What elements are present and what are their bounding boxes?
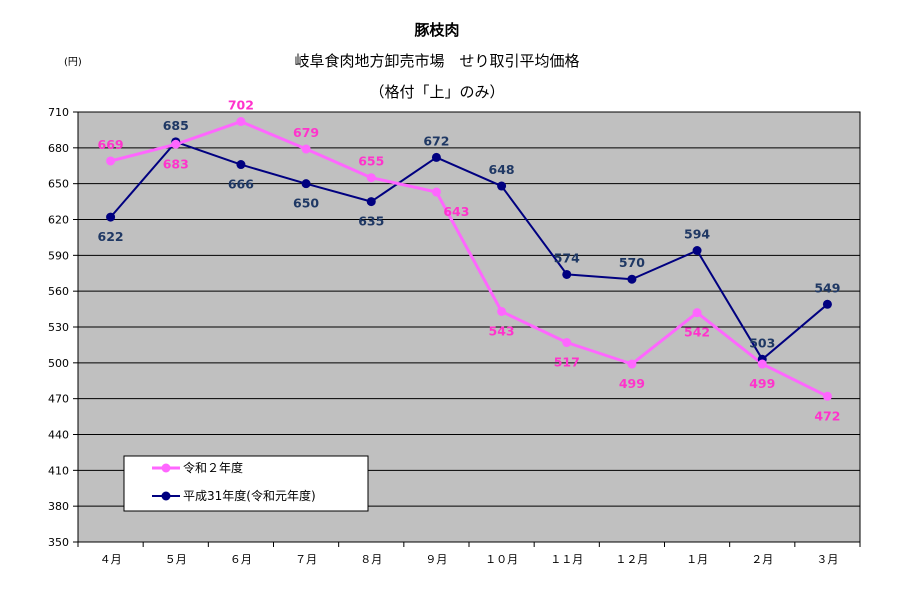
- data-point-series-0: [366, 173, 376, 183]
- legend-label-series-0: 令和２年度: [183, 460, 243, 475]
- y-tick-label: 650: [48, 178, 69, 191]
- x-tick-label: １２月: [615, 553, 648, 566]
- data-label-series-0: 655: [358, 154, 384, 169]
- y-tick-label: 440: [48, 429, 69, 442]
- x-tick-label: ５月: [165, 553, 187, 566]
- y-tick-label: 710: [48, 106, 69, 119]
- x-tick-label: ６月: [230, 553, 252, 566]
- y-tick-label: 530: [48, 321, 69, 334]
- data-label-series-0: 702: [228, 98, 254, 113]
- data-label-series-0: 679: [293, 125, 319, 140]
- y-tick-label: 350: [48, 536, 69, 549]
- chart-title: 豚枝肉: [414, 21, 459, 39]
- data-label-series-0: 499: [749, 376, 775, 391]
- chart-subtitle-2: （格付「上」のみ）: [369, 83, 504, 101]
- x-tick-label: ９月: [425, 553, 447, 566]
- data-point-series-1: [497, 181, 507, 191]
- data-label-series-1: 635: [358, 214, 384, 229]
- data-label-series-0: 499: [619, 376, 645, 391]
- data-label-series-0: 472: [814, 408, 840, 423]
- data-point-series-0: [236, 117, 246, 127]
- x-tick-label: ７月: [295, 553, 317, 566]
- series-line-0: [110, 120, 829, 398]
- x-tick-label: １月: [686, 553, 708, 566]
- y-tick-label: 620: [48, 214, 69, 227]
- data-label-series-1: 622: [98, 229, 124, 244]
- y-tick-label: 410: [48, 464, 69, 477]
- y-unit-label: (円): [64, 57, 82, 68]
- data-point-series-1: [106, 212, 116, 222]
- x-tick-label: ８月: [360, 553, 382, 566]
- data-label-series-1: 648: [489, 162, 515, 177]
- data-label-series-1: 549: [814, 280, 840, 295]
- x-tick-label: ２月: [751, 553, 773, 566]
- data-point-series-0: [562, 338, 572, 348]
- data-point-series-0: [301, 144, 311, 154]
- data-label-series-0: 683: [163, 156, 189, 171]
- data-labels: 669 683 702 679 655 643 543 517 499 542 499 472 622 6…: [98, 98, 841, 424]
- y-tick-label: 380: [48, 500, 69, 513]
- data-label-series-1: 503: [749, 335, 775, 350]
- legend-label-series-1: 平成31年度(令和元年度): [183, 488, 316, 503]
- x-tick-label: ３月: [816, 553, 838, 566]
- data-point-series-1: [301, 179, 311, 189]
- data-point-series-0: [627, 359, 637, 369]
- data-label-series-0: 669: [98, 137, 124, 152]
- data-label-series-0: 542: [684, 325, 710, 340]
- data-point-series-1: [562, 269, 572, 279]
- data-point-series-0: [497, 306, 507, 316]
- data-point-series-0: [822, 391, 832, 401]
- y-axis: 350 380 410 440 470 500 530 560 590 620 650 680 710: [48, 106, 78, 549]
- data-point-series-0: [171, 139, 181, 149]
- legend: 令和２年度 平成31年度(令和元年度): [123, 455, 369, 512]
- data-label-series-1: 594: [684, 227, 710, 242]
- data-point-series-1: [627, 274, 637, 284]
- x-tick-label: ４月: [100, 553, 122, 566]
- series-line-1: [109, 140, 829, 361]
- data-label-series-1: 570: [619, 255, 645, 270]
- data-label-series-1: 685: [163, 118, 189, 133]
- legend-swatch-marker-series-1: [161, 491, 171, 501]
- data-point-series-0: [106, 156, 116, 166]
- data-point-series-0: [757, 359, 767, 369]
- data-label-series-0: 543: [489, 323, 515, 338]
- data-point-series-0: [431, 187, 441, 197]
- data-point-series-1: [431, 152, 441, 162]
- x-tick-label: １１月: [550, 553, 583, 566]
- data-label-series-0: 643: [443, 204, 469, 219]
- data-label-series-1: 650: [293, 196, 319, 211]
- x-tick-label: １０月: [485, 553, 518, 566]
- y-tick-label: 680: [48, 142, 69, 155]
- data-label-series-0: 517: [554, 355, 580, 370]
- series-lines: [109, 120, 829, 398]
- data-point-series-1: [236, 160, 246, 170]
- y-tick-label: 590: [48, 249, 69, 262]
- data-point-series-1: [692, 246, 702, 256]
- y-tick-label: 470: [48, 393, 69, 406]
- data-label-series-1: 666: [228, 177, 254, 192]
- data-point-series-1: [366, 197, 376, 207]
- data-point-series-1: [822, 299, 832, 309]
- series-markers: [106, 117, 832, 401]
- data-point-series-0: [692, 308, 702, 318]
- chart-subtitle-1: 岐阜食肉地方卸売市場 せり取引平均価格: [294, 52, 579, 70]
- data-label-series-1: 574: [554, 250, 580, 265]
- x-axis: ４月 ５月 ６月 ７月 ８月 ９月 １０月 １１月 １２月 １月 ２月 ３月: [77, 542, 861, 566]
- legend-swatch-marker-series-0: [161, 463, 171, 473]
- data-label-series-1: 672: [423, 133, 449, 148]
- y-tick-label: 500: [48, 357, 69, 370]
- y-tick-label: 560: [48, 285, 69, 298]
